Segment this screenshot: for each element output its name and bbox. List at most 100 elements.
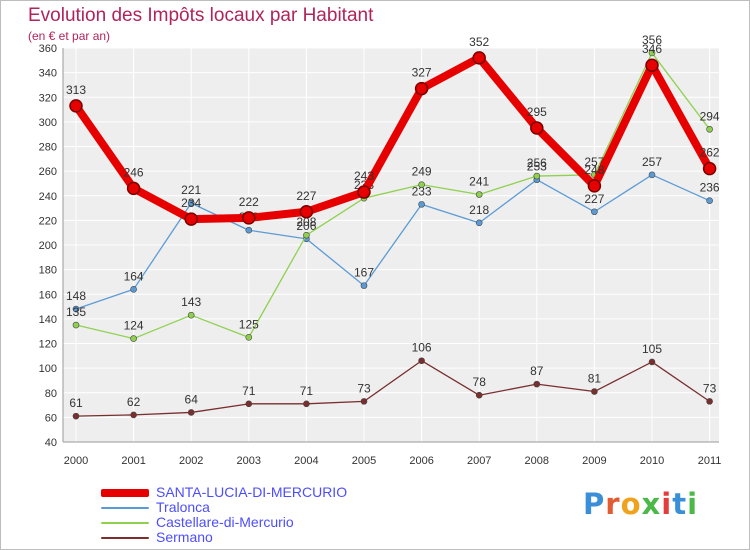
y-tick-label: 260 [39, 166, 57, 178]
data-label: 208 [296, 215, 316, 229]
data-point [357, 185, 371, 199]
data-label: 234 [181, 196, 201, 210]
y-tick-label: 280 [39, 142, 57, 154]
y-tick-label: 80 [45, 388, 57, 400]
legend-swatch [101, 506, 149, 509]
data-point [130, 286, 137, 293]
data-point [130, 411, 137, 419]
data-point [533, 380, 541, 388]
data-point [130, 335, 137, 342]
data-point [126, 181, 141, 196]
data-point [360, 282, 368, 289]
y-tick-label: 180 [39, 265, 57, 277]
data-label: 256 [527, 156, 547, 170]
logo-letter: r [605, 487, 621, 521]
data-label: 257 [642, 155, 662, 169]
data-point [472, 51, 486, 65]
data-point [245, 400, 253, 408]
legend-item: SANTA-LUCIA-DI-MERCURIO [101, 485, 431, 500]
data-label: 356 [642, 33, 662, 47]
data-label: 221 [181, 183, 201, 197]
data-label: 295 [527, 105, 547, 119]
legend-item: Tralonca [101, 500, 431, 515]
data-point [475, 391, 483, 399]
data-label: 243 [354, 169, 374, 183]
data-label: 78 [473, 375, 487, 389]
data-label: 206 [296, 219, 316, 233]
x-tick-label: 2001 [121, 455, 145, 467]
data-label: 241 [469, 175, 489, 189]
data-point [360, 398, 368, 405]
y-tick-label: 160 [39, 289, 57, 301]
x-tick-label: 2004 [294, 455, 318, 467]
x-tick-label: 2003 [237, 455, 261, 467]
data-label: 294 [700, 109, 720, 123]
data-label: 248 [584, 163, 604, 177]
data-label: 346 [642, 42, 662, 56]
data-label: 106 [412, 341, 432, 355]
data-label: 246 [124, 165, 144, 179]
data-point [591, 388, 598, 395]
logo-letter: t [672, 487, 688, 521]
data-point [418, 181, 425, 188]
data-point [245, 334, 253, 341]
legend-item: Castellare-di-Mercurio [101, 515, 431, 530]
data-label: 257 [584, 155, 604, 169]
data-label: 105 [642, 342, 662, 356]
data-label: 164 [124, 269, 144, 283]
data-label: 227 [584, 192, 604, 206]
data-point [187, 409, 195, 416]
y-tick-label: 100 [39, 363, 57, 375]
logo-letter: o [620, 487, 642, 521]
data-label: 143 [181, 295, 201, 309]
data-point [72, 412, 80, 420]
data-label: 81 [588, 372, 602, 386]
y-tick-label: 60 [45, 412, 57, 424]
data-point [587, 179, 602, 193]
data-point [591, 208, 598, 216]
data-point [303, 231, 310, 239]
data-label: 313 [66, 83, 86, 97]
data-label: 124 [124, 319, 144, 333]
series-line-sermano [75, 360, 711, 417]
data-point [702, 161, 717, 176]
data-point [72, 321, 80, 329]
data-point [648, 358, 656, 366]
data-label: 167 [354, 266, 374, 280]
x-tick-label: 2007 [467, 455, 491, 467]
y-tick-label: 140 [39, 314, 57, 326]
y-tick-label: 240 [39, 191, 57, 203]
y-tick-label: 320 [39, 92, 57, 104]
data-point [648, 49, 656, 57]
data-label: 222 [239, 195, 259, 209]
legend-label: Castellare-di-Mercurio [156, 514, 294, 530]
data-point [242, 211, 256, 225]
data-label: 233 [412, 184, 432, 198]
legend-label: SANTA-LUCIA-DI-MERCURIO [156, 484, 348, 500]
data-label: 125 [239, 317, 259, 331]
x-tick-label: 2009 [582, 455, 606, 467]
data-point [69, 99, 83, 113]
x-tick-label: 2006 [409, 455, 433, 467]
data-point [414, 81, 429, 96]
data-label: 253 [527, 160, 547, 174]
data-point [706, 125, 713, 133]
data-point [303, 400, 310, 408]
data-label: 61 [69, 396, 83, 410]
data-label: 64 [185, 392, 199, 406]
data-point [475, 219, 483, 227]
y-tick-label: 300 [39, 117, 57, 129]
data-label: 87 [530, 364, 544, 378]
data-label: 227 [296, 189, 316, 203]
series-line-santa-lucia-di-mercurio [72, 53, 714, 224]
data-label: 249 [412, 165, 432, 179]
data-point [530, 121, 544, 135]
data-point [299, 205, 314, 219]
y-tick-label: 120 [39, 339, 57, 351]
x-tick-label: 2005 [352, 455, 376, 467]
data-label: 327 [412, 66, 432, 80]
x-tick-label: 2008 [525, 455, 549, 467]
data-point [184, 212, 198, 226]
data-point [648, 171, 656, 179]
